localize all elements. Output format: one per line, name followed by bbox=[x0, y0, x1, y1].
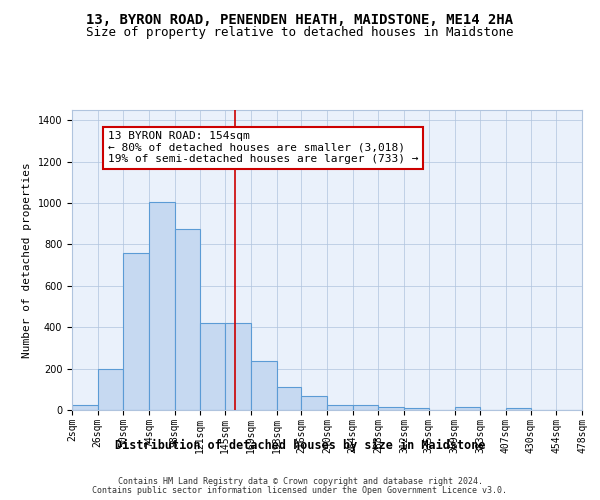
Text: 13, BYRON ROAD, PENENDEN HEATH, MAIDSTONE, ME14 2HA: 13, BYRON ROAD, PENENDEN HEATH, MAIDSTON… bbox=[86, 12, 514, 26]
Text: Distribution of detached houses by size in Maidstone: Distribution of detached houses by size … bbox=[115, 440, 485, 452]
Text: Contains public sector information licensed under the Open Government Licence v3: Contains public sector information licen… bbox=[92, 486, 508, 495]
Bar bbox=[455, 407, 480, 410]
Bar bbox=[506, 408, 530, 410]
Text: 13 BYRON ROAD: 154sqm
← 80% of detached houses are smaller (3,018)
19% of semi-d: 13 BYRON ROAD: 154sqm ← 80% of detached … bbox=[108, 131, 418, 164]
Bar bbox=[175, 229, 199, 410]
Bar bbox=[379, 407, 404, 410]
Bar bbox=[353, 405, 379, 410]
Y-axis label: Number of detached properties: Number of detached properties bbox=[22, 162, 32, 358]
Bar bbox=[404, 408, 429, 410]
Bar bbox=[301, 396, 327, 410]
Bar bbox=[327, 405, 353, 410]
Bar bbox=[225, 323, 251, 410]
Bar bbox=[251, 362, 277, 410]
Bar bbox=[98, 368, 124, 410]
Text: Contains HM Land Registry data © Crown copyright and database right 2024.: Contains HM Land Registry data © Crown c… bbox=[118, 477, 482, 486]
Bar bbox=[124, 253, 149, 410]
Bar bbox=[199, 323, 225, 410]
Text: Size of property relative to detached houses in Maidstone: Size of property relative to detached ho… bbox=[86, 26, 514, 39]
Bar bbox=[149, 202, 175, 410]
Bar bbox=[277, 387, 301, 410]
Bar bbox=[72, 405, 98, 410]
